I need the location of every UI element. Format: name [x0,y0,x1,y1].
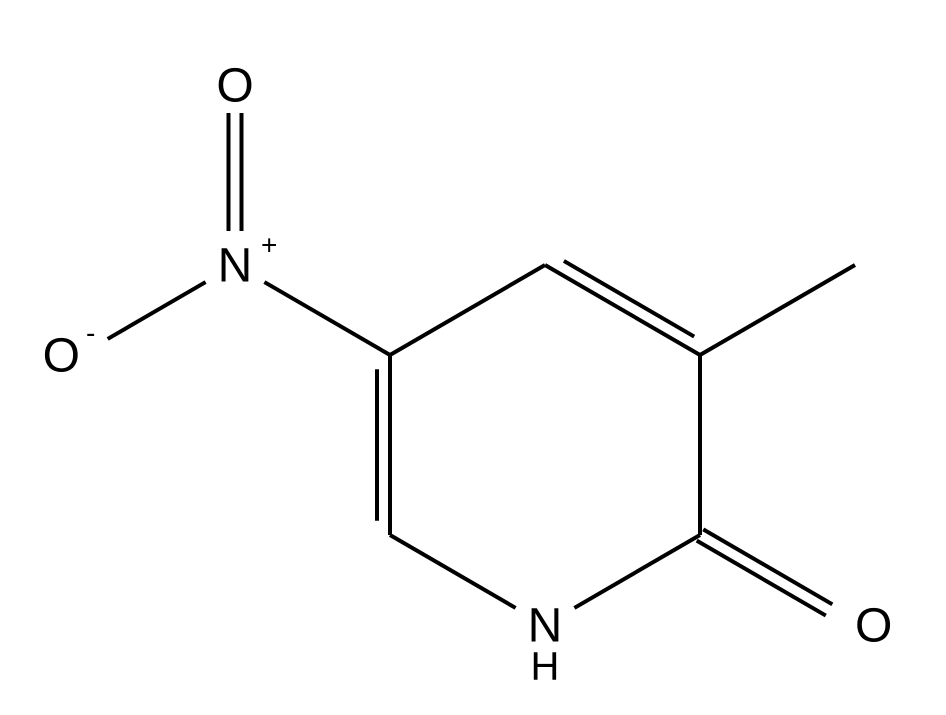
svg-text:O: O [216,60,253,113]
molecule-canvas: NHON+O-O [0,0,946,715]
svg-text:O: O [855,600,892,653]
svg-text:O: O [43,330,80,383]
svg-text:H: H [531,645,560,689]
svg-text:N: N [218,240,253,293]
svg-text:+: + [261,229,277,260]
svg-text:-: - [86,317,95,348]
